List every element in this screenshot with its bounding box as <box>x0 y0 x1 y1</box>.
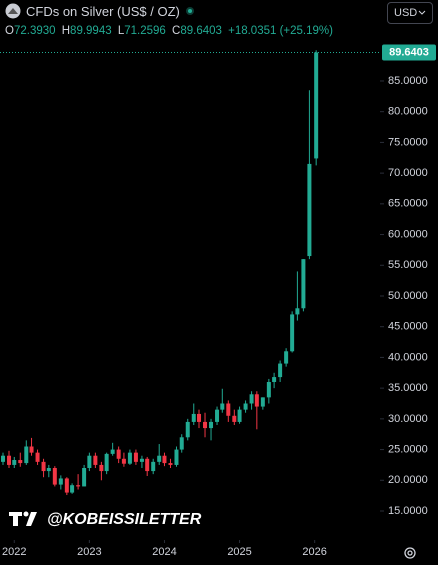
x-tick-label: 2025 <box>227 546 251 558</box>
candle-body <box>162 455 167 464</box>
candle-body <box>215 409 220 422</box>
candle-body <box>145 458 150 472</box>
candle-body <box>249 394 254 404</box>
x-tick-label: 2026 <box>302 546 326 558</box>
ohlc-key: L <box>117 25 125 37</box>
candle-body <box>104 453 109 472</box>
candle-body <box>232 415 237 422</box>
candle-body <box>220 403 225 410</box>
change: +18.0351 (+25.19%) <box>228 25 333 37</box>
y-tick-label: 50.0000 <box>388 290 428 302</box>
candle-body <box>197 413 202 422</box>
candle-body <box>243 403 248 410</box>
candle-body <box>24 446 29 464</box>
y-tick-label: 45.0000 <box>388 321 428 333</box>
candle-body <box>157 455 162 462</box>
candle-body <box>174 449 179 465</box>
candle-body <box>76 485 81 487</box>
candle-body <box>7 455 12 465</box>
candle-body <box>272 377 277 382</box>
candle-body <box>290 314 295 352</box>
ohlc-value: 89.9943 <box>70 25 112 37</box>
candle-body <box>127 452 132 464</box>
candle-body <box>133 452 138 462</box>
symbol-icon <box>5 3 21 19</box>
y-tick-label: 20.0000 <box>388 474 428 486</box>
candle-body <box>151 461 156 472</box>
y-tick-label: 15.0000 <box>388 505 428 517</box>
header-title-row: CFDs on Silver (US$ / OZ) <box>5 3 195 19</box>
candle-body <box>185 421 190 438</box>
candle-body <box>191 413 196 422</box>
currency: USD <box>394 7 418 19</box>
candle-body <box>139 458 144 462</box>
candle-body <box>35 452 40 462</box>
candle-body <box>116 449 121 459</box>
ohlc-value: 72.3930 <box>13 25 56 37</box>
x-tick-label: 2022 <box>2 546 26 558</box>
candle-body <box>52 468 57 485</box>
y-tick-label: 75.0000 <box>388 136 428 148</box>
candle-body <box>99 464 104 472</box>
y-tick-label: 80.0000 <box>388 106 428 118</box>
candle-body <box>226 403 231 416</box>
last-price-label: 89.6403 <box>389 46 429 58</box>
candle-body <box>260 397 265 407</box>
candle-body <box>278 363 283 378</box>
candle-body <box>301 259 306 309</box>
candle-body <box>295 308 300 315</box>
y-tick-label: 30.0000 <box>388 413 428 425</box>
y-tick-label: 70.0000 <box>388 167 428 179</box>
watermark: @KOBEISSILETTER <box>47 511 202 528</box>
candle-body <box>168 463 173 465</box>
y-tick-label: 55.0000 <box>388 259 428 271</box>
candle-body <box>203 421 208 429</box>
candle-body <box>58 478 63 485</box>
candle-body <box>266 381 271 398</box>
currency-button[interactable]: USD <box>387 2 433 24</box>
candle-body <box>82 468 87 487</box>
candle-body <box>1 455 6 462</box>
candle-body <box>29 446 34 453</box>
candle-body <box>46 468 51 472</box>
candle-body <box>237 409 242 422</box>
ohlc-key: C <box>172 25 181 37</box>
candle-body <box>307 163 312 257</box>
candle-body <box>93 455 98 465</box>
ohlc-key: H <box>61 25 71 37</box>
candle-body <box>64 478 69 493</box>
y-tick-label: 25.0000 <box>388 443 428 455</box>
settings-icon[interactable] <box>404 547 416 559</box>
ohlc-value: 71.2596 <box>124 25 166 37</box>
ohlc-value: 89.6403 <box>180 25 222 37</box>
ohlc-row: O72.3930 H89.9943 L71.2596 C89.6403 +18.… <box>5 25 336 37</box>
last-price-box <box>382 44 436 61</box>
candle-body <box>87 455 92 469</box>
y-tick-label: 60.0000 <box>388 228 428 240</box>
y-tick-label: 85.0000 <box>388 75 428 87</box>
candle-body <box>254 394 259 407</box>
ohlc-key: O <box>5 25 14 37</box>
candle-body <box>121 458 126 464</box>
candle-body <box>179 437 184 450</box>
candle-body <box>18 460 23 464</box>
candle-body <box>284 351 289 364</box>
x-tick-label: 2024 <box>152 546 176 558</box>
symbol-title: CFDs on Silver (US$ / OZ) <box>26 3 180 19</box>
candle-body <box>12 460 17 465</box>
x-tick-label: 2023 <box>77 546 101 558</box>
y-tick-label: 40.0000 <box>388 351 428 363</box>
candle-body <box>41 461 46 472</box>
candle-body <box>209 421 214 429</box>
y-tick-label: 65.0000 <box>388 198 428 210</box>
candle-body <box>70 485 75 493</box>
candle-body <box>314 52 319 159</box>
watermark-logo <box>9 511 37 526</box>
candle-body <box>110 449 115 454</box>
market-status <box>185 7 194 15</box>
chevron <box>418 10 426 15</box>
y-tick-label: 35.0000 <box>388 382 428 394</box>
